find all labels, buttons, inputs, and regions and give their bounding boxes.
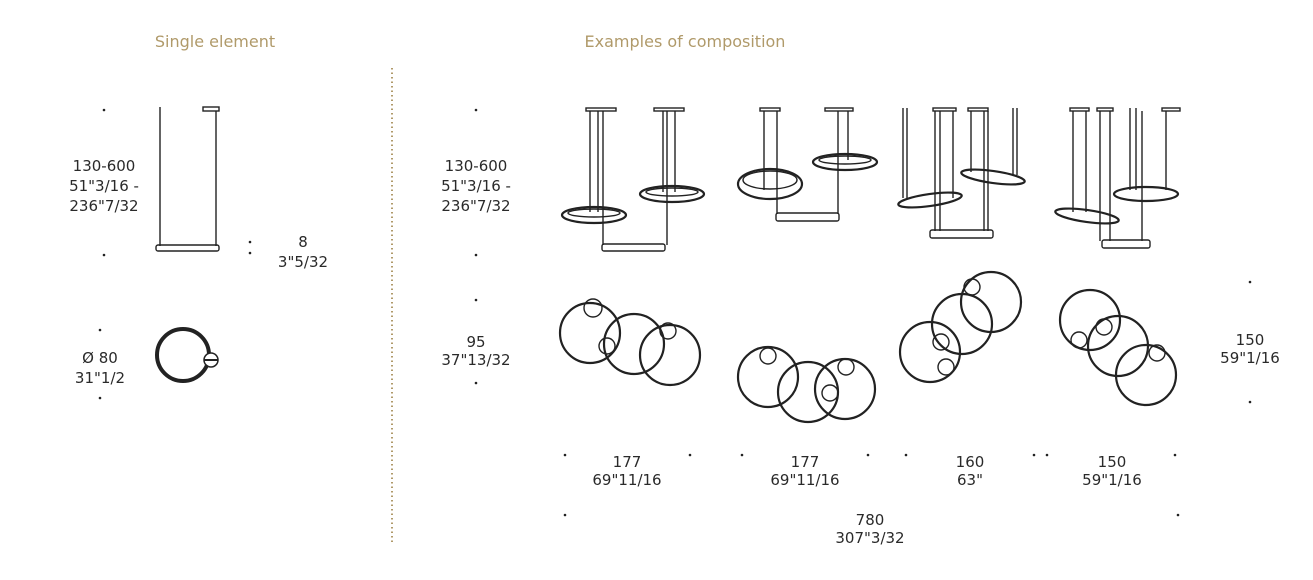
single-top-view [155,327,219,383]
single-height-in-2: 236"7/32 [69,197,138,215]
width-4-cm: 150 [1098,453,1127,471]
examples-height-in-1: 51"3/16 - [441,177,511,195]
examples-height-in-2: 236"7/32 [441,197,510,215]
right-depth-in: 59"1/16 [1220,349,1280,367]
composition-3-side [897,107,1026,239]
examples-depth-in: 37"13/32 [441,351,510,369]
single-thickness-in: 3"5/32 [278,253,328,271]
composition-2-side [736,107,879,222]
total-width-in: 307"3/32 [835,529,904,547]
width-2-in: 69"11/16 [770,471,839,489]
examples-depth-cm: 95 [466,333,485,351]
total-width-cm: 780 [856,511,885,529]
width-3-cm: 160 [956,453,985,471]
composition-2-top [736,345,877,424]
single-diameter-in: 31"1/2 [75,369,125,387]
composition-4-top [1058,288,1178,407]
composition-1-top [558,298,702,387]
right-depth-cm: 150 [1236,331,1265,349]
examples-height-cm: 130-600 [445,157,508,175]
examples-heading: Examples of composition [585,32,786,51]
composition-1-side [560,107,706,252]
single-element-heading: Single element [155,32,275,51]
single-height-in-1: 51"3/16 - [69,177,139,195]
width-4-in: 59"1/16 [1082,471,1142,489]
width-1-cm: 177 [613,453,642,471]
single-diameter-cm: Ø 80 [82,349,118,367]
width-1-in: 69"11/16 [592,471,661,489]
composition-3-top [898,270,1023,384]
single-height-cm: 130-600 [73,157,136,175]
width-3-in: 63" [957,471,983,489]
single-side-view [155,106,220,252]
composition-4-side [1054,107,1181,249]
single-thickness-cm: 8 [298,233,308,251]
width-2-cm: 177 [791,453,820,471]
